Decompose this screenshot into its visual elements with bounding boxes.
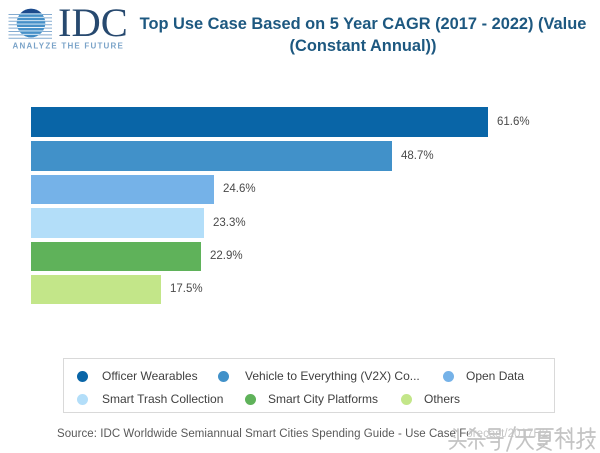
- svg-text:IDC: IDC: [58, 4, 128, 45]
- svg-text:ANALYZE THE FUTURE: ANALYZE THE FUTURE: [13, 42, 125, 51]
